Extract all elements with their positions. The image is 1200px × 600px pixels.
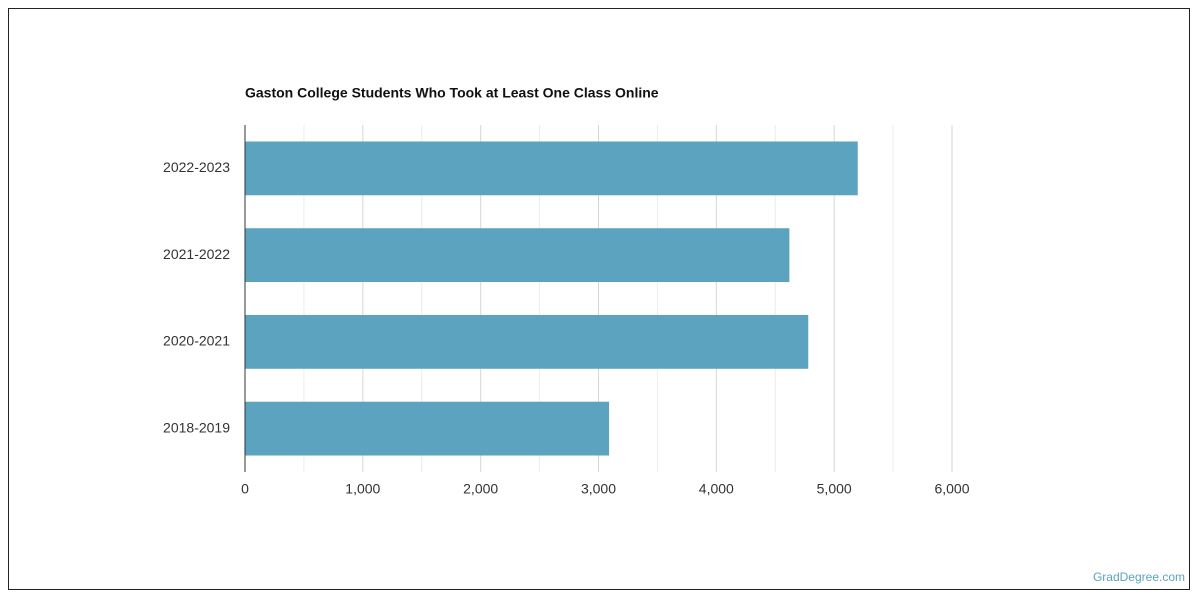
y-tick-label: 2018-2019 <box>163 419 230 435</box>
frame <box>8 8 1190 590</box>
y-tick-label: 2020-2021 <box>163 333 230 349</box>
bar <box>245 314 809 369</box>
x-tick-label: 5,000 <box>817 481 852 497</box>
x-tick-label: 6,000 <box>934 481 969 497</box>
bar <box>245 401 610 456</box>
x-tick-label: 2,000 <box>463 481 498 497</box>
chart-title: Gaston College Students Who Took at Leas… <box>245 85 659 101</box>
x-tick-label: 1,000 <box>345 481 380 497</box>
x-tick-label: 0 <box>241 481 249 497</box>
y-tick-label: 2022-2023 <box>163 159 230 175</box>
x-tick-label: 3,000 <box>581 481 616 497</box>
x-tick-label: 4,000 <box>699 481 734 497</box>
footer[interactable]: GradDegree.com <box>1093 570 1185 584</box>
bar <box>245 228 790 283</box>
bar <box>245 141 858 196</box>
y-tick-label: 2021-2022 <box>163 246 230 262</box>
